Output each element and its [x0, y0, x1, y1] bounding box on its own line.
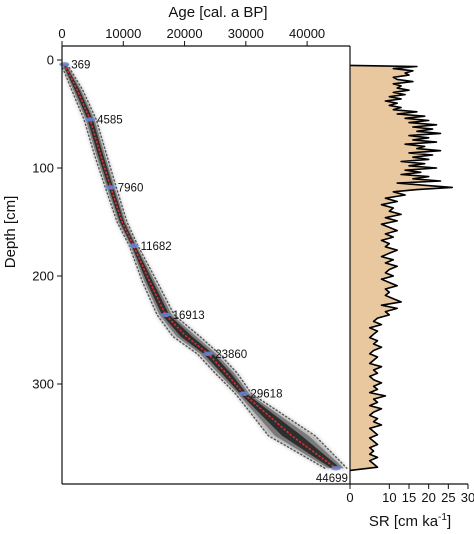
sr-axis-tick-label: 25: [441, 490, 455, 505]
sr-axis-title: SR [cm ka-1]: [369, 512, 451, 530]
dated-sample-point: [59, 62, 70, 67]
depth-axis-tick-label: 100: [32, 161, 54, 176]
sedimentation-rate-area: [350, 65, 453, 471]
sr-axis-tick-label: 15: [402, 490, 416, 505]
depth-axis-tick-label: 200: [32, 269, 54, 284]
dated-sample-age-label: 4585: [97, 114, 123, 126]
depth-axis-tick-label: 0: [47, 53, 54, 68]
sr-axis-tick-label: 0: [346, 490, 353, 505]
envelope-dotted-boundary-left: [60, 63, 326, 469]
dated-sample-age-label: 369: [71, 59, 90, 71]
sr-axis-tick-label: 20: [421, 490, 435, 505]
sr-axis-tick-label: 10: [382, 490, 396, 505]
sr-axis-ticks: 0 10 15 20 25 30: [346, 484, 474, 505]
age-annotations: 369 4585 7960 11682 16913 23860 29618 44699: [71, 59, 348, 485]
dated-sample-age-label: 29618: [250, 389, 282, 401]
sedimentation-rate-line: [349, 64, 454, 472]
dated-sample-age-label: 7960: [118, 182, 144, 194]
dated-samples: [59, 62, 341, 471]
dated-sample-point: [128, 243, 139, 248]
dated-sample-point: [330, 466, 341, 471]
age-axis-ticks: 0 10000 20000 30000 40000: [58, 26, 325, 46]
dated-sample-age-label: 11682: [141, 241, 172, 253]
envelope-dotted-boundary-right: [66, 63, 348, 469]
age-axis-tick-label: 10000: [105, 26, 141, 41]
age-axis-tick-label: 0: [58, 26, 65, 41]
dated-sample-age-label: 44699: [316, 473, 348, 485]
age-depth-panel: 369 4585 7960 11682 16913 23860 29618 44699 0 10…: [2, 4, 350, 485]
dated-sample-age-label: 16913: [173, 310, 205, 322]
median-age-model-line: [63, 63, 337, 469]
depth-axis-title: Depth [cm]: [2, 196, 19, 269]
dated-sample-point: [160, 312, 171, 318]
sedimentation-rate-panel: 0 10 15 20 25 30 SR [cm ka-1]: [346, 46, 474, 530]
age-axis-title: Age [cal. a BP]: [168, 4, 267, 21]
age-axis-tick-label: 30000: [228, 26, 264, 41]
dated-sample-point: [238, 391, 249, 396]
depth-axis-tick-label: 300: [32, 377, 54, 392]
dated-sample-point: [85, 117, 96, 122]
depth-axis-ticks: 0 100 200 300: [32, 53, 62, 392]
dated-sample-point: [105, 185, 116, 190]
dated-sample-age-label: 23860: [215, 349, 247, 361]
dated-sample-point: [203, 351, 214, 356]
age-axis-tick-label: 20000: [166, 26, 202, 41]
age-axis-tick-label: 40000: [289, 26, 325, 41]
sr-axis-tick-label: 30: [461, 490, 474, 505]
